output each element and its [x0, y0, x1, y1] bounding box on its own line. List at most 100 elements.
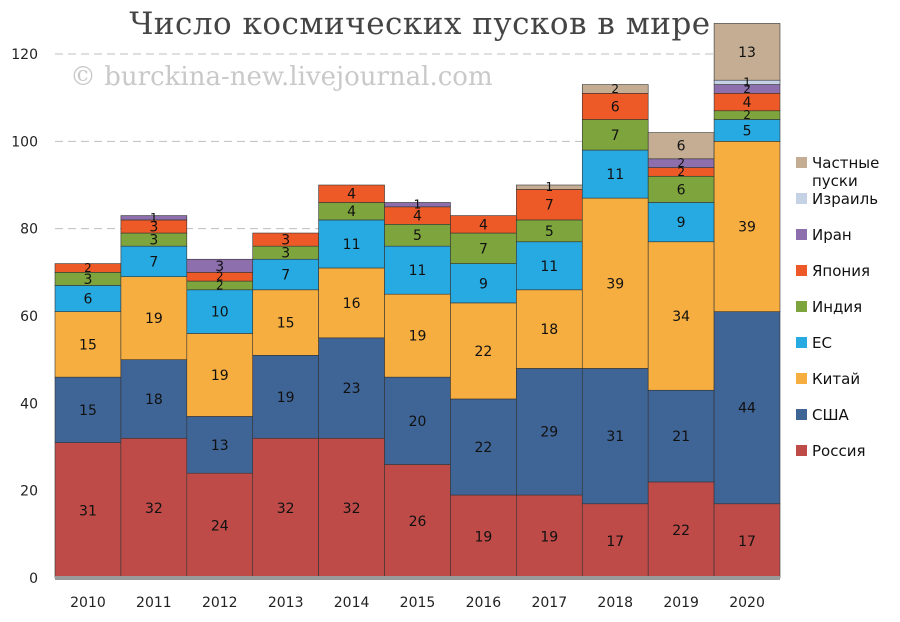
- y-tick-label: 120: [11, 47, 38, 63]
- bar-segment-series-1: [384, 376, 451, 465]
- bar-segment-series-4: [450, 232, 517, 264]
- data-label: 11: [540, 259, 558, 275]
- data-label: 15: [79, 403, 97, 419]
- data-label: 6: [611, 99, 620, 115]
- legend-label: Китай: [812, 370, 860, 388]
- legend-label: Частные: [812, 154, 879, 172]
- bar-segment-series-3: [318, 219, 385, 269]
- data-label: 22: [672, 523, 690, 539]
- data-label: 4: [479, 217, 488, 233]
- data-label: 6: [677, 182, 686, 198]
- y-tick-label: 100: [11, 134, 38, 150]
- y-tick-label: 0: [29, 571, 38, 587]
- data-label: 2: [611, 82, 619, 96]
- data-label: 24: [211, 519, 229, 535]
- bar-segment-series-0: [713, 503, 781, 579]
- x-tick-label: 2020: [729, 595, 765, 611]
- bar-segment-series-5: [318, 184, 385, 203]
- bar-segment-series-8: [713, 23, 781, 81]
- data-label: 13: [211, 438, 229, 454]
- data-label: 31: [606, 429, 624, 445]
- data-label: 3: [149, 233, 158, 249]
- data-label: 5: [545, 224, 554, 240]
- legend-swatch-series-0: [796, 445, 807, 456]
- bar-segment-series-1: [450, 398, 517, 496]
- legend-swatch-series-8: [796, 157, 807, 168]
- bar-segment-series-2: [252, 289, 319, 356]
- x-tick-label: 2012: [202, 595, 238, 611]
- data-label: 10: [211, 305, 229, 321]
- data-label: 16: [343, 296, 361, 312]
- bar-segment-series-2: [647, 241, 715, 391]
- bar-segment-series-1: [120, 359, 188, 439]
- x-tick-label: 2011: [136, 595, 172, 611]
- data-label: 19: [474, 530, 492, 546]
- x-tick-label: 2015: [400, 595, 436, 611]
- y-tick-label: 40: [20, 396, 38, 412]
- x-tick-label: 2019: [663, 595, 699, 611]
- data-label: 19: [211, 368, 229, 384]
- data-label: 2: [743, 82, 751, 96]
- watermark-text: © burckina-new.livejournal.com: [70, 62, 493, 92]
- data-label: 17: [606, 534, 624, 550]
- bar-segment-series-4: [647, 175, 715, 203]
- data-label: 32: [277, 501, 295, 517]
- legend-swatch-series-5: [796, 265, 807, 276]
- data-label: 15: [79, 337, 97, 353]
- data-label: 18: [540, 322, 558, 338]
- legend-label: Израиль: [812, 190, 878, 208]
- y-tick-label: 20: [20, 484, 38, 500]
- data-label: 32: [343, 501, 361, 517]
- data-label: 44: [738, 401, 756, 417]
- chart-title: Число космических пусков в мире: [129, 6, 711, 42]
- data-label: 9: [479, 276, 488, 292]
- data-label: 21: [672, 429, 690, 445]
- data-label: 2: [743, 108, 751, 122]
- data-label: 39: [606, 276, 624, 292]
- data-label: 4: [743, 95, 752, 111]
- bar-segment-series-0: [120, 437, 188, 579]
- data-label: 26: [409, 514, 427, 530]
- bar-segment-series-2: [186, 333, 254, 417]
- x-tick-label: 2016: [466, 595, 502, 611]
- bar-segment-series-0: [516, 494, 583, 579]
- legend-label-line2: пуски: [812, 172, 858, 190]
- data-label: 2: [216, 270, 224, 284]
- legend-label: Россия: [812, 442, 866, 460]
- data-label: 3: [83, 272, 92, 288]
- data-label: 22: [474, 440, 492, 456]
- bar-segment-series-3: [186, 289, 254, 334]
- y-tick-label: 60: [20, 309, 38, 325]
- bar-segment-series-1: [186, 416, 254, 474]
- data-label: 32: [145, 501, 163, 517]
- x-tick-label: 2017: [531, 595, 567, 611]
- data-label: 1: [414, 198, 422, 212]
- data-label: 7: [545, 198, 554, 214]
- bar-segment-series-0: [647, 481, 715, 579]
- data-label: 6: [677, 139, 686, 155]
- x-tick-label: 2014: [334, 595, 370, 611]
- data-label: 39: [738, 219, 756, 235]
- data-label: 29: [540, 425, 558, 441]
- data-label: 1: [743, 75, 751, 89]
- data-label: 18: [145, 392, 163, 408]
- bar-segment-series-3: [54, 285, 122, 312]
- bar-segment-series-3: [120, 245, 188, 277]
- data-label: 20: [409, 414, 427, 430]
- data-label: 19: [277, 390, 295, 406]
- legend-swatch-series-7: [796, 193, 807, 204]
- data-label: 11: [606, 167, 624, 183]
- bar-segment-series-2: [318, 267, 385, 339]
- bar-segment-series-3: [581, 149, 649, 199]
- data-label: 11: [343, 237, 361, 253]
- bar-segment-series-2: [120, 276, 188, 360]
- bar-segment-series-0: [581, 503, 649, 579]
- data-label: 17: [738, 534, 756, 550]
- data-label: 3: [281, 246, 290, 262]
- bar-segment-series-0: [252, 437, 319, 579]
- x-tick-label: 2013: [268, 595, 304, 611]
- bar-segment-series-2: [450, 302, 517, 400]
- bar-segment-series-3: [516, 241, 583, 291]
